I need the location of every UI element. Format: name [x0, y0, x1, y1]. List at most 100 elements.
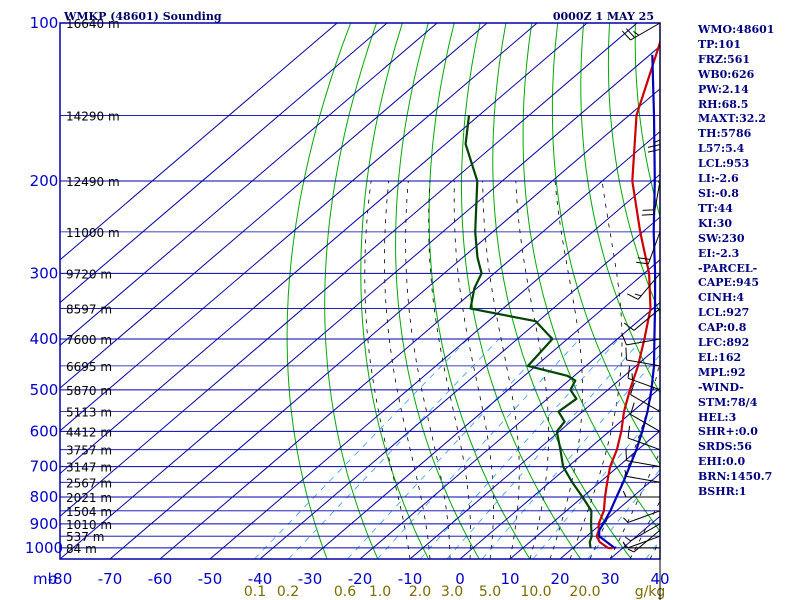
index-item: BSHR:1	[698, 485, 747, 499]
mixing-ratio-label: 2.0	[409, 584, 431, 600]
index-item: LI:-2.6	[698, 172, 739, 186]
height-label: 11000 m	[66, 226, 120, 240]
mixing-ratio-label: 0.1	[244, 584, 266, 600]
wind-barb	[627, 365, 661, 391]
stability-indices-panel: WMO:48601 TP:101 FRZ:561 WB0:626 PW:2.14 RH:6…	[698, 23, 774, 500]
temperature-tick-label: -80	[48, 570, 73, 588]
height-label: 16640 m	[66, 17, 120, 31]
index-item: EI:-2.3	[698, 246, 740, 260]
index-item: EL:162	[698, 350, 742, 364]
index-item: STM:78/4	[698, 395, 758, 409]
mixing-ratio-label: 10.0	[520, 584, 551, 600]
dry-adiabat-line	[461, 23, 582, 559]
index-item: MPL:92	[698, 365, 746, 379]
mixing-ratio-line	[532, 407, 660, 559]
dry-adiabat-line	[522, 23, 660, 532]
index-item: RH:68.5	[698, 97, 749, 111]
mixing-ratio-label: 20.0	[569, 584, 600, 600]
wind-barb	[624, 469, 661, 483]
mixing-ratio-label: 5.0	[479, 584, 501, 600]
index-item: TH:5786	[698, 127, 752, 141]
index-item: -PARCEL-	[698, 261, 758, 275]
wind-barb	[623, 308, 661, 331]
height-label: 5113 m	[66, 406, 112, 420]
valid-time: 0000Z 1 MAY 25	[553, 10, 654, 23]
temperature-tick-label: -40	[248, 570, 273, 588]
index-item: LFC:892	[698, 336, 750, 350]
index-item: BRN:1450.7	[698, 470, 773, 484]
dry-adiabat-line	[324, 23, 379, 559]
isotherm-line	[409, 344, 660, 559]
moist-adiabat-line	[364, 180, 411, 559]
mixing-ratio-line	[481, 354, 660, 559]
dewpoint-line	[464, 115, 593, 549]
isotherm-lines	[60, 23, 660, 559]
pressure-tick-label: 500	[30, 381, 59, 399]
mixing-ratio-line	[419, 338, 619, 559]
moist-adiabat-line	[405, 180, 451, 559]
index-item: FRZ:561	[698, 52, 751, 66]
index-item: KI:30	[698, 216, 733, 230]
height-labels: 16640 m 14290 m 12490 m 11000 m 9720 m 8597 m…	[66, 17, 120, 556]
height-label: 2567 m	[66, 476, 112, 490]
isotherm-line	[60, 23, 588, 475]
mixing-ratio-label: 0.6	[334, 584, 356, 600]
wind-barb	[630, 402, 661, 432]
wind-barb	[623, 535, 661, 549]
height-label: 84 m	[66, 542, 97, 556]
wind-barb	[625, 347, 661, 367]
isotherm-line	[509, 430, 660, 559]
height-label: 9720 m	[66, 267, 112, 281]
temperature-tick-label: -20	[348, 570, 373, 588]
isotherm-line	[359, 301, 660, 559]
temperature-tick-label: -50	[198, 570, 223, 588]
wind-barb	[627, 529, 661, 553]
height-label: 3757 m	[66, 444, 112, 458]
mixing-ratio-line	[288, 338, 500, 559]
height-label: 4412 m	[66, 425, 112, 439]
index-item: CAP:0.8	[698, 321, 747, 335]
isotherm-line	[60, 23, 338, 261]
mixing-ratio-label: 3.0	[441, 584, 463, 600]
moist-adiabat-line	[482, 180, 520, 559]
moist-adiabat-line	[569, 180, 623, 559]
height-label: 6695 m	[66, 360, 112, 374]
temperature-tick-label: 10	[500, 570, 519, 588]
isotherm-line	[60, 23, 488, 389]
index-item: EHI:0.0	[698, 455, 746, 469]
index-item: LCL:927	[698, 306, 750, 320]
temperature-tick-label: -60	[148, 570, 173, 588]
height-label: 12490 m	[66, 175, 120, 189]
wind-barb	[625, 448, 661, 468]
pressure-tick-label: 100	[30, 14, 59, 32]
index-item: -WIND-	[698, 380, 744, 394]
mixing-ratio-label: g/kg	[635, 584, 666, 600]
wind-barb	[621, 22, 661, 41]
isobar-lines	[60, 22, 660, 549]
mixing-ratio-label: 0.2	[277, 584, 299, 600]
isotherm-line	[259, 216, 660, 559]
isotherm-line	[309, 259, 660, 559]
index-item: MAXT:32.2	[698, 112, 766, 126]
height-label: 14290 m	[66, 109, 120, 123]
parcel-line	[598, 54, 657, 550]
dry-adiabat-line	[580, 23, 660, 394]
index-item: CINH:4	[698, 291, 745, 305]
wind-barb	[647, 115, 661, 153]
mixing-ratio-label: 1.0	[369, 584, 391, 600]
dry-adiabat-line	[286, 23, 352, 559]
index-item: CAPE:945	[698, 276, 759, 290]
dry-adiabat-line	[791, 23, 800, 559]
index-item: TP:101	[698, 37, 742, 51]
pressure-unit-label: mb	[33, 570, 57, 588]
index-item: L57:5.4	[698, 142, 745, 156]
height-label: 7600 m	[66, 333, 112, 347]
height-label: 1504 m	[66, 505, 112, 519]
dry-adiabat-line	[428, 23, 531, 559]
dry-adiabat-line	[551, 23, 660, 466]
pressure-tick-label: 800	[30, 488, 59, 506]
index-item: SRDS:56	[698, 440, 752, 454]
dry-adiabat-line	[492, 23, 632, 559]
mixing-ratio-labels: 0.1 0.2 0.6 1.0 2.0 3.0 5.0 10.0 20.0 g/kg	[244, 584, 665, 600]
wind-barb	[623, 510, 661, 523]
